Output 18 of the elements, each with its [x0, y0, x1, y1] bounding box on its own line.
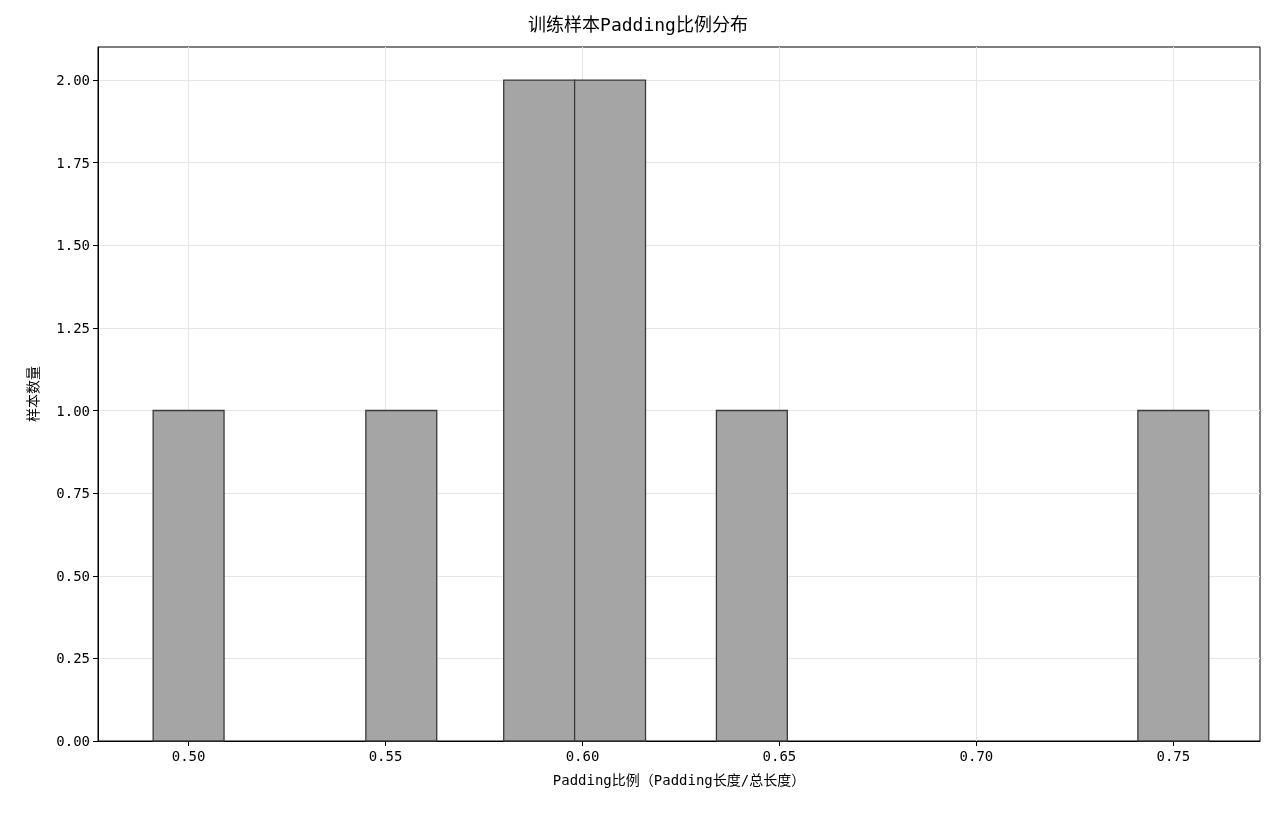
y-tick-label: 1.50 — [56, 237, 90, 254]
y-tick-label: 0.00 — [56, 733, 90, 749]
x-tick-label: 0.50 — [171, 748, 206, 764]
x-tick-label: 0.75 — [1156, 748, 1191, 764]
y-tick-label: 2.00 — [56, 72, 90, 89]
y-axis-title: 样本数量 — [25, 366, 41, 422]
y-tick-label: 0.75 — [56, 485, 90, 502]
chart-title: 训练样本Padding比例分布 — [528, 13, 748, 35]
y-tick-label: 1.00 — [56, 402, 90, 419]
x-tick-label: 0.70 — [959, 748, 994, 764]
x-tick-label: 0.65 — [762, 748, 797, 764]
y-tick-label: 0.25 — [56, 650, 90, 667]
y-tick-label: 1.75 — [56, 154, 90, 171]
x-tick-label: 0.55 — [368, 748, 403, 764]
y-tick-label: 0.50 — [56, 567, 90, 584]
y-tick-label: 1.25 — [56, 319, 90, 336]
x-axis-title: Padding比例（Padding长度/总长度） — [552, 772, 806, 788]
x-tick-label: 0.60 — [565, 748, 600, 764]
